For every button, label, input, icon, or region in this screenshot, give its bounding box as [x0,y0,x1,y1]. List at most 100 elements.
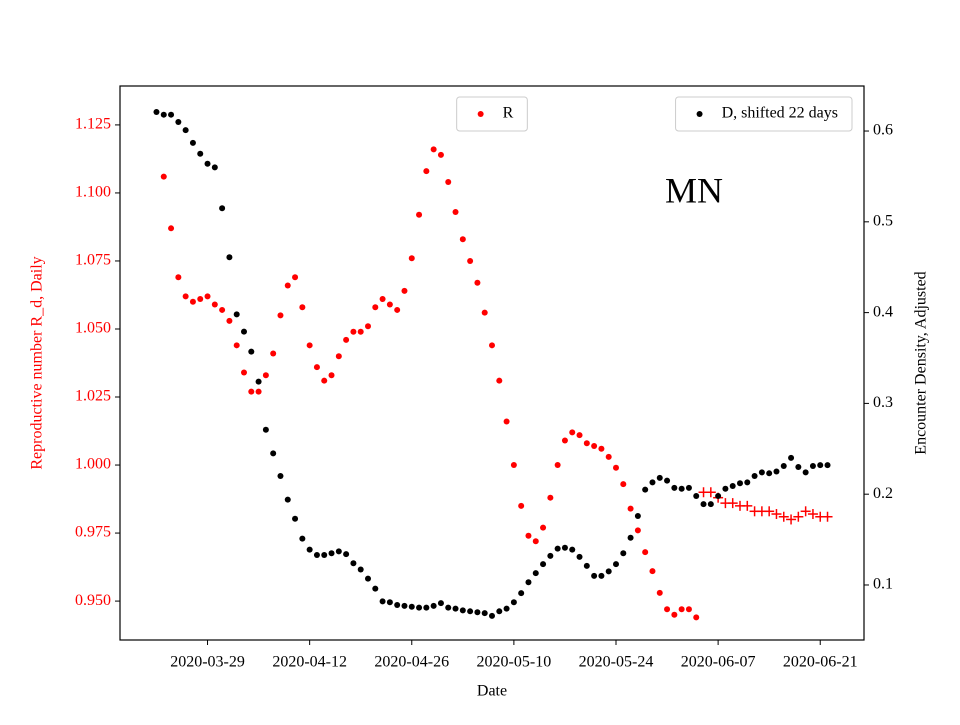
dot-marker [503,605,510,612]
dot-marker [780,463,787,470]
legend-box [675,96,853,132]
y2-tick-label: 0.4 [873,303,893,320]
dot-marker [175,118,182,125]
dot-marker [489,342,495,349]
plus-marker [705,487,716,498]
dot-marker [262,426,269,433]
dot-marker [197,150,204,157]
x-axis-label: Date [477,683,507,700]
dot-marker [817,462,824,469]
dot-marker [598,445,605,452]
dot-marker [540,524,547,531]
plot-frame [119,85,865,641]
dot-marker [583,440,590,447]
dot-marker [474,279,481,286]
dot-marker [576,553,583,560]
dot-marker [416,211,423,218]
dot-marker [386,301,393,308]
dot-marker [379,598,386,605]
y2-tick-label: 0.6 [873,122,893,139]
dot-marker [386,599,393,606]
plus-marker [771,509,782,520]
dot-marker [510,462,517,469]
dot-marker [182,293,189,300]
x-tick-label: 2020-04-26 [374,654,449,671]
dot-marker [233,311,240,318]
dot-marker [649,568,656,575]
dot-marker [416,604,423,611]
dot-marker [664,606,671,613]
dot-marker [248,388,255,395]
dot-marker [707,501,714,508]
dot-marker [554,462,561,469]
dot-marker [197,296,204,303]
plus-marker [727,498,738,509]
dot-marker [693,614,700,621]
dot-marker [262,372,269,379]
y-tick-label: 0.975 [75,524,111,541]
dot-marker [613,464,619,471]
dot-marker [591,572,598,579]
plus-marker [764,506,775,517]
dot-marker [649,479,656,486]
plus-marker [786,514,797,525]
plus-marker [793,511,804,522]
dot-marker [642,486,649,493]
dot-marker [430,602,437,609]
y-tick-label: 1.050 [75,320,111,337]
dot-marker [656,474,663,481]
dot-marker [219,205,226,212]
dot-marker [696,111,703,117]
dot-marker [394,306,401,313]
dot-marker [481,610,488,617]
x-tick-label: 2020-06-21 [783,654,858,671]
dot-marker [510,599,517,606]
x-tick-label: 2020-06-07 [681,654,756,671]
dot-marker [467,257,474,264]
dot-marker [452,605,459,612]
dot-marker [700,501,707,508]
dot-marker [496,377,503,384]
dot-marker [292,274,299,281]
dot-marker [284,282,291,289]
dot-marker [809,463,816,470]
dot-marker [241,369,247,376]
x-tick-label: 2020-05-24 [579,654,654,671]
dot-marker [569,429,576,436]
dot-marker [620,481,627,488]
dot-marker [182,127,189,134]
dot-marker [270,450,277,457]
dot-marker [503,418,510,425]
dot-marker [241,328,247,335]
dot-marker [459,607,466,614]
dot-marker [233,342,240,349]
dot-marker [321,552,328,559]
dot-marker [477,111,484,117]
dot-marker [525,532,532,539]
dot-marker [394,601,401,608]
y2-axis-label: Encounter Density, Adjusted [913,271,930,454]
dot-marker [729,483,736,490]
dot-marker [175,274,182,281]
dot-marker [824,462,831,469]
dot-marker [189,298,196,305]
dot-marker [554,545,561,552]
legend-label: D, shifted 22 days [722,105,838,122]
dot-marker [758,469,765,476]
dot-marker [620,550,627,557]
dot-marker [321,377,328,384]
dot-marker [306,546,313,553]
y-tick-label: 1.075 [75,252,111,269]
dot-marker [540,561,547,568]
dot-marker [313,552,320,559]
dot-marker [153,108,160,115]
x-tick-label: 2020-04-12 [272,654,347,671]
dot-marker [328,550,335,557]
dot-marker [685,606,692,613]
dot-marker [591,442,598,449]
dot-marker [766,470,773,477]
dot-marker [656,589,663,596]
y-tick-label: 1.025 [75,388,111,405]
dot-marker [613,561,619,568]
